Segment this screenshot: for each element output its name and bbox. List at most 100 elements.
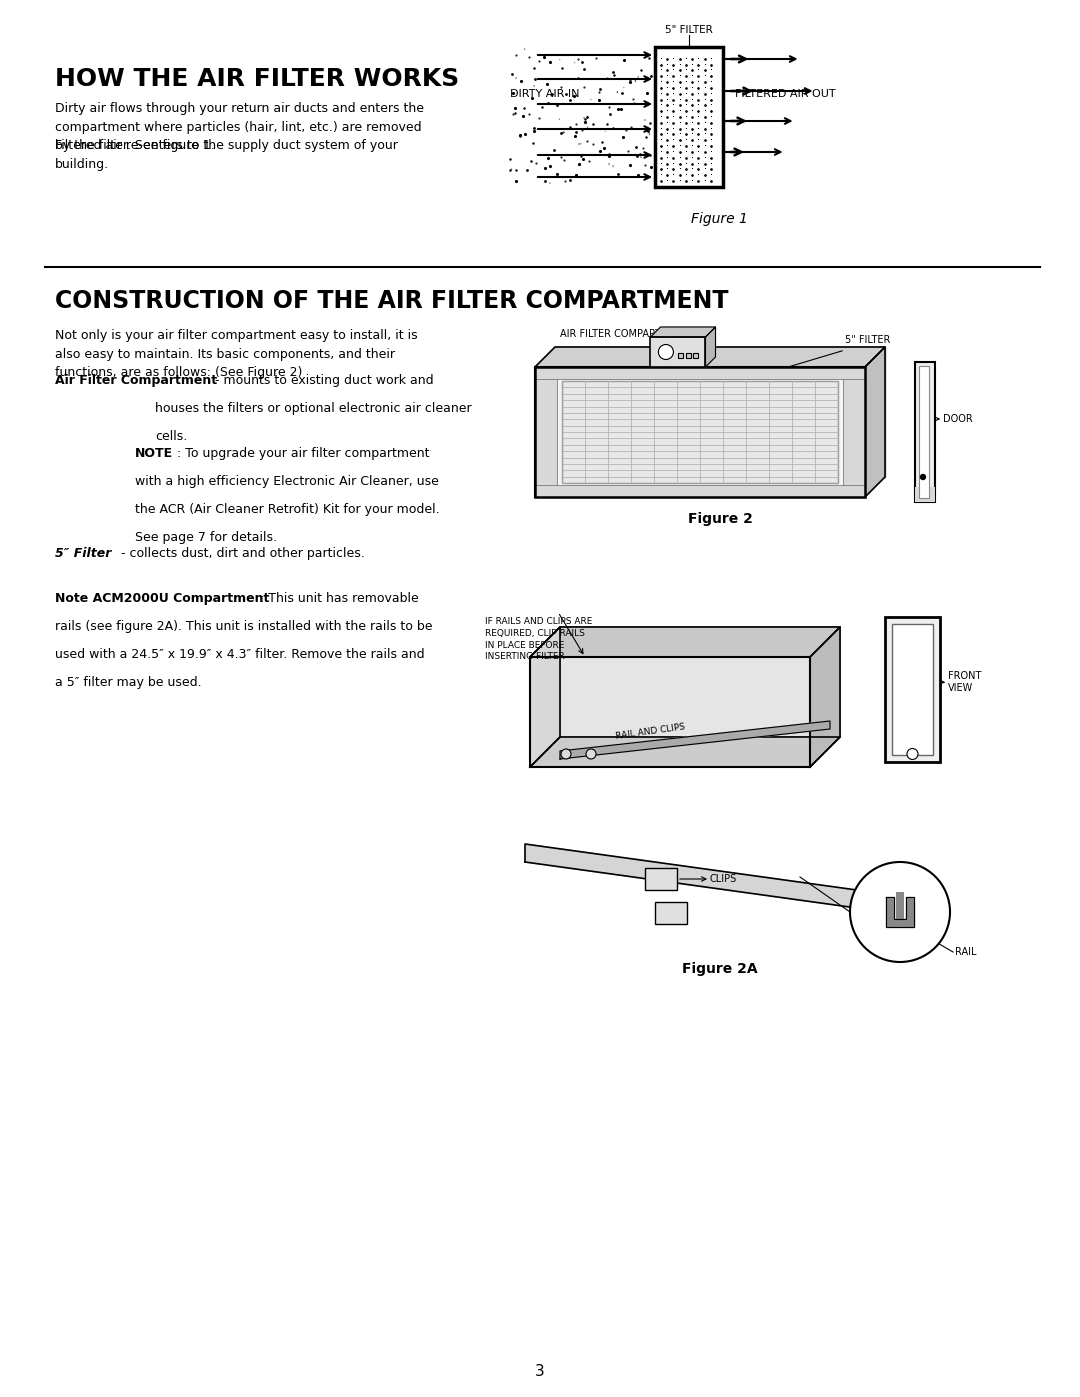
Text: `: ` — [522, 49, 526, 59]
Text: ': ' — [532, 84, 535, 89]
Polygon shape — [886, 897, 914, 928]
Polygon shape — [650, 327, 715, 337]
Text: ': ' — [611, 165, 613, 173]
Text: ': ' — [647, 133, 650, 142]
Text: NOTE: NOTE — [135, 447, 173, 460]
Text: houses the filters or optional electronic air cleaner: houses the filters or optional electroni… — [156, 402, 472, 415]
Polygon shape — [525, 844, 900, 914]
Text: ,: , — [636, 73, 638, 78]
Text: with a high efficiency Electronic Air Cleaner, use: with a high efficiency Electronic Air Cl… — [135, 475, 438, 488]
Text: : This unit has removable: : This unit has removable — [260, 592, 419, 605]
Polygon shape — [810, 627, 840, 767]
Bar — [678, 352, 684, 358]
Text: ': ' — [582, 117, 584, 126]
Bar — [535, 367, 557, 497]
Text: See page 7 for details.: See page 7 for details. — [135, 531, 276, 543]
Text: DIRTY AIR IN: DIRTY AIR IN — [510, 89, 580, 99]
Text: Figure 2A: Figure 2A — [683, 963, 758, 977]
Text: ': ' — [514, 75, 516, 82]
Bar — [654, 902, 687, 923]
Circle shape — [561, 749, 571, 759]
Bar — [892, 624, 933, 754]
Text: Not only is your air filter compartment easy to install, it is
also easy to main: Not only is your air filter compartment … — [55, 330, 418, 379]
Bar — [915, 362, 935, 502]
Polygon shape — [535, 346, 885, 367]
Circle shape — [907, 749, 918, 760]
Text: ,: , — [573, 59, 576, 64]
Text: ,: , — [590, 95, 591, 101]
Bar — [650, 337, 705, 367]
Bar — [692, 352, 698, 358]
Text: ': ' — [644, 117, 645, 124]
Text: a 5″ filter may be used.: a 5″ filter may be used. — [55, 676, 202, 689]
Circle shape — [850, 862, 950, 963]
Bar — [843, 367, 865, 497]
Bar — [535, 367, 865, 497]
Text: Dirty air flows through your return air ducts and enters the
compartment where p: Dirty air flows through your return air … — [55, 102, 424, 152]
Text: ': ' — [633, 80, 636, 89]
Text: RAIL: RAIL — [955, 947, 976, 957]
Text: ,: , — [549, 179, 550, 184]
Bar — [535, 485, 865, 497]
Bar — [915, 488, 935, 502]
Text: HOW THE AIR FILTER WORKS: HOW THE AIR FILTER WORKS — [55, 67, 459, 91]
Bar — [562, 381, 838, 483]
Text: ': ' — [616, 91, 618, 99]
Text: FILTERED AIR OUT: FILTERED AIR OUT — [735, 89, 836, 99]
Bar — [535, 367, 865, 497]
Text: `: ` — [557, 119, 561, 124]
Text: ,: , — [645, 123, 648, 131]
Text: 5″ Filter: 5″ Filter — [55, 548, 111, 560]
Bar — [555, 346, 885, 476]
Text: ,: , — [558, 56, 559, 60]
Text: IF RAILS AND CLIPS ARE
REQUIRED, CLIP RAILS
IN PLACE BEFORE
INSERTING FILTER: IF RAILS AND CLIPS ARE REQUIRED, CLIP RA… — [485, 617, 592, 661]
Text: cells.: cells. — [156, 430, 187, 443]
Text: `: ` — [604, 131, 607, 136]
Text: ': ' — [577, 142, 579, 152]
Text: - mounts to existing duct work and: - mounts to existing duct work and — [215, 374, 434, 387]
Text: Figure 2: Figure 2 — [688, 511, 753, 527]
Text: used with a 24.5″ x 19.9″ x 4.3″ filter. Remove the rails and: used with a 24.5″ x 19.9″ x 4.3″ filter.… — [55, 648, 424, 661]
Text: RAIL AND CLIPS: RAIL AND CLIPS — [615, 722, 686, 742]
Text: Note ACM2000U Compartment: Note ACM2000U Compartment — [55, 592, 269, 605]
Bar — [686, 352, 691, 358]
Bar — [896, 893, 904, 928]
Text: FRONT
VIEW: FRONT VIEW — [948, 672, 982, 693]
Bar — [645, 868, 677, 890]
Bar — [654, 47, 723, 187]
Text: CLIPS: CLIPS — [710, 875, 738, 884]
Bar — [919, 366, 929, 497]
Polygon shape — [530, 627, 840, 657]
Text: CONSTRUCTION OF THE AIR FILTER COMPARTMENT: CONSTRUCTION OF THE AIR FILTER COMPARTME… — [55, 289, 729, 313]
Text: ': ' — [607, 163, 609, 172]
Polygon shape — [561, 627, 840, 738]
Text: Figure 1: Figure 1 — [690, 212, 747, 226]
Text: `: ` — [585, 127, 589, 133]
Circle shape — [920, 475, 926, 479]
Text: ': ' — [577, 163, 579, 173]
Circle shape — [659, 345, 674, 359]
Polygon shape — [530, 627, 561, 767]
Text: 5" FILTER: 5" FILTER — [845, 335, 890, 345]
Text: Air Filter Compartment: Air Filter Compartment — [55, 374, 217, 387]
Text: AIR FILTER COMPARTMENT: AIR FILTER COMPARTMENT — [561, 330, 689, 339]
Text: ,: , — [622, 84, 624, 89]
Text: - collects dust, dirt and other particles.: - collects dust, dirt and other particle… — [117, 548, 365, 560]
Bar — [885, 617, 940, 761]
Polygon shape — [865, 346, 885, 497]
Text: 3: 3 — [535, 1365, 545, 1379]
Text: DOOR: DOOR — [943, 414, 973, 425]
Text: : To upgrade your air filter compartment: : To upgrade your air filter compartment — [177, 447, 430, 460]
Text: rails (see figure 2A). This unit is installed with the rails to be: rails (see figure 2A). This unit is inst… — [55, 620, 432, 633]
Text: Filtered air re-enters to the supply duct system of your
building.: Filtered air re-enters to the supply duc… — [55, 138, 397, 170]
Polygon shape — [530, 738, 840, 767]
Text: `: ` — [510, 169, 514, 177]
Text: ': ' — [580, 142, 581, 148]
Text: the ACR (Air Cleaner Retrofit) Kit for your model.: the ACR (Air Cleaner Retrofit) Kit for y… — [135, 503, 440, 515]
Bar — [535, 367, 865, 379]
Circle shape — [586, 749, 596, 759]
Polygon shape — [705, 327, 715, 367]
Text: `: ` — [638, 158, 643, 166]
Polygon shape — [561, 721, 831, 759]
Text: 5" FILTER: 5" FILTER — [665, 25, 713, 35]
